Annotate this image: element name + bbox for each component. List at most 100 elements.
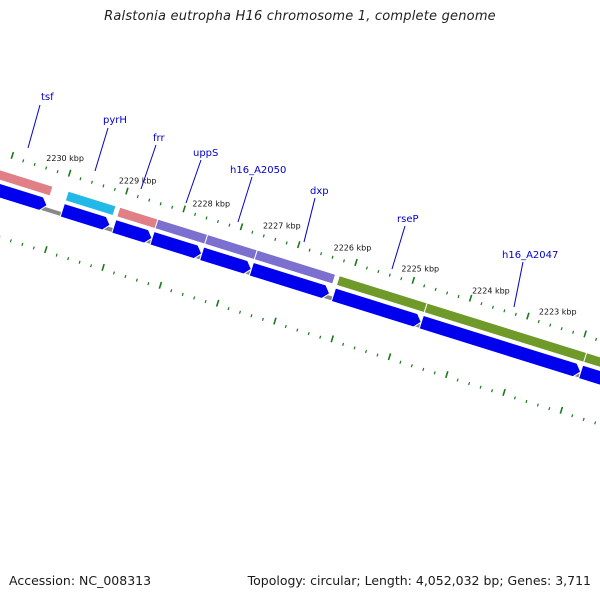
gene-label-dxp: dxp bbox=[310, 186, 329, 197]
outer-scale-tick bbox=[365, 266, 368, 270]
gene-label-leader bbox=[140, 144, 157, 190]
inner-scale-tick bbox=[548, 407, 551, 411]
cds-arrow-frr bbox=[111, 218, 153, 244]
inner-scale-tick bbox=[342, 342, 345, 346]
inner-scale-tick bbox=[594, 421, 597, 425]
scale-label: 2226 kbp bbox=[334, 243, 372, 252]
outer-scale-tick bbox=[503, 309, 506, 313]
inner-scale-tick bbox=[376, 353, 379, 357]
inner-scale-tick bbox=[491, 389, 494, 393]
scale-label: 2227 kbp bbox=[263, 221, 301, 230]
outer-scale-tick bbox=[90, 180, 93, 184]
inner-scale-tick bbox=[181, 292, 184, 296]
inner-scale-tick bbox=[296, 328, 299, 332]
inner-scale-tick bbox=[364, 349, 368, 354]
inner-scale-tick bbox=[525, 399, 528, 404]
inner-scale-tick bbox=[536, 403, 539, 407]
inner-scale-tick bbox=[353, 346, 356, 350]
inner-scale-tick bbox=[112, 271, 115, 275]
cds-arrow-uppS bbox=[149, 230, 203, 260]
outer-scale-tick bbox=[411, 276, 416, 284]
inner-scale-tick bbox=[238, 310, 242, 314]
inner-scale-tick bbox=[55, 253, 58, 257]
outer-scale-tick bbox=[331, 255, 334, 259]
gene-label-leader bbox=[27, 104, 41, 149]
outer-scale-tick bbox=[10, 151, 15, 159]
inner-scale-tick bbox=[204, 299, 207, 304]
outer-scale-tick bbox=[296, 241, 301, 249]
gene-label-leader bbox=[237, 176, 253, 223]
outer-scale-tick bbox=[342, 259, 346, 263]
scale-label: 2223 kbp bbox=[539, 307, 577, 316]
scale-label: 2224 kbp bbox=[472, 287, 510, 296]
inner-scale-tick bbox=[215, 299, 220, 307]
outer-scale-tick bbox=[595, 337, 598, 342]
outer-scale-tick bbox=[274, 237, 277, 242]
outer-scale-tick bbox=[423, 284, 426, 288]
gene-label-tsf: tsf bbox=[41, 92, 54, 103]
inner-scale-tick bbox=[90, 264, 93, 268]
outer-scale-tick bbox=[560, 327, 563, 331]
feature-layer bbox=[0, 169, 600, 386]
inner-scale-tick bbox=[399, 360, 402, 364]
gene-label-h16-a2050: h16_A2050 bbox=[230, 165, 286, 176]
outer-scale-tick bbox=[79, 177, 82, 181]
outer-scale-tick bbox=[514, 312, 517, 317]
inner-scale-tick bbox=[456, 378, 459, 382]
outer-scale-tick bbox=[148, 198, 151, 202]
outer-scale-tick bbox=[102, 184, 105, 188]
outer-scale-tick bbox=[583, 330, 587, 338]
inner-scale-tick bbox=[582, 417, 585, 421]
cds-arrow-pyrH bbox=[59, 202, 111, 231]
outer-scale-tick bbox=[262, 234, 265, 238]
inner-scale-tick bbox=[319, 335, 322, 339]
outer-scale-tick bbox=[239, 223, 244, 231]
outer-scale-tick bbox=[159, 202, 162, 206]
scale-label: 2228 kbp bbox=[192, 199, 230, 208]
cds-arrow-tsf bbox=[0, 182, 48, 211]
outer-scale-tick bbox=[33, 162, 36, 167]
gene-label-leader bbox=[94, 127, 109, 172]
outer-scale-tick bbox=[182, 205, 187, 213]
inner-scale-tick bbox=[284, 324, 287, 329]
scale-label: 2225 kbp bbox=[401, 265, 439, 274]
cds-arrow-h16_A2047 bbox=[418, 314, 582, 378]
inner-scale-tick bbox=[101, 263, 105, 272]
gene-segment-pyrH bbox=[64, 190, 117, 217]
tick-layer bbox=[0, 151, 598, 425]
inner-scale-tick bbox=[513, 396, 516, 400]
genome-summary-label: Topology: circular; Length: 4,052,032 bp… bbox=[247, 573, 591, 588]
inner-scale-tick bbox=[193, 296, 196, 300]
gene-label-leader bbox=[303, 197, 316, 243]
outer-scale-tick bbox=[457, 294, 460, 299]
gene-label-leader bbox=[513, 261, 524, 308]
inner-scale-tick bbox=[147, 282, 150, 286]
outer-scale-tick bbox=[22, 159, 25, 163]
outer-scale-tick bbox=[434, 287, 437, 292]
inner-scale-tick bbox=[170, 289, 173, 293]
outer-scale-tick bbox=[354, 258, 358, 267]
inner-scale-tick bbox=[32, 246, 35, 250]
outer-scale-tick bbox=[320, 252, 323, 256]
outer-scale-tick bbox=[446, 291, 449, 295]
outer-scale-tick bbox=[572, 330, 575, 334]
gene-segment-next-gene bbox=[583, 352, 600, 368]
outer-scale-tick bbox=[45, 166, 48, 170]
gene-segment-dxp bbox=[253, 249, 337, 285]
cds-arrow-next-gene bbox=[577, 364, 600, 386]
inner-scale-tick bbox=[250, 314, 253, 318]
inner-scale-tick bbox=[330, 335, 335, 343]
outer-scale-tick bbox=[400, 277, 403, 281]
inner-scale-tick bbox=[227, 307, 230, 311]
inner-scale-tick bbox=[78, 260, 81, 264]
outer-scale-tick bbox=[67, 169, 72, 177]
inner-scale-tick bbox=[571, 414, 574, 418]
outer-scale-tick bbox=[468, 294, 473, 302]
inner-scale-tick bbox=[307, 332, 310, 336]
outer-scale-tick bbox=[537, 319, 540, 324]
outer-scale-tick bbox=[171, 205, 174, 209]
inner-scale-tick bbox=[124, 274, 127, 279]
gene-label-leader bbox=[185, 159, 202, 204]
